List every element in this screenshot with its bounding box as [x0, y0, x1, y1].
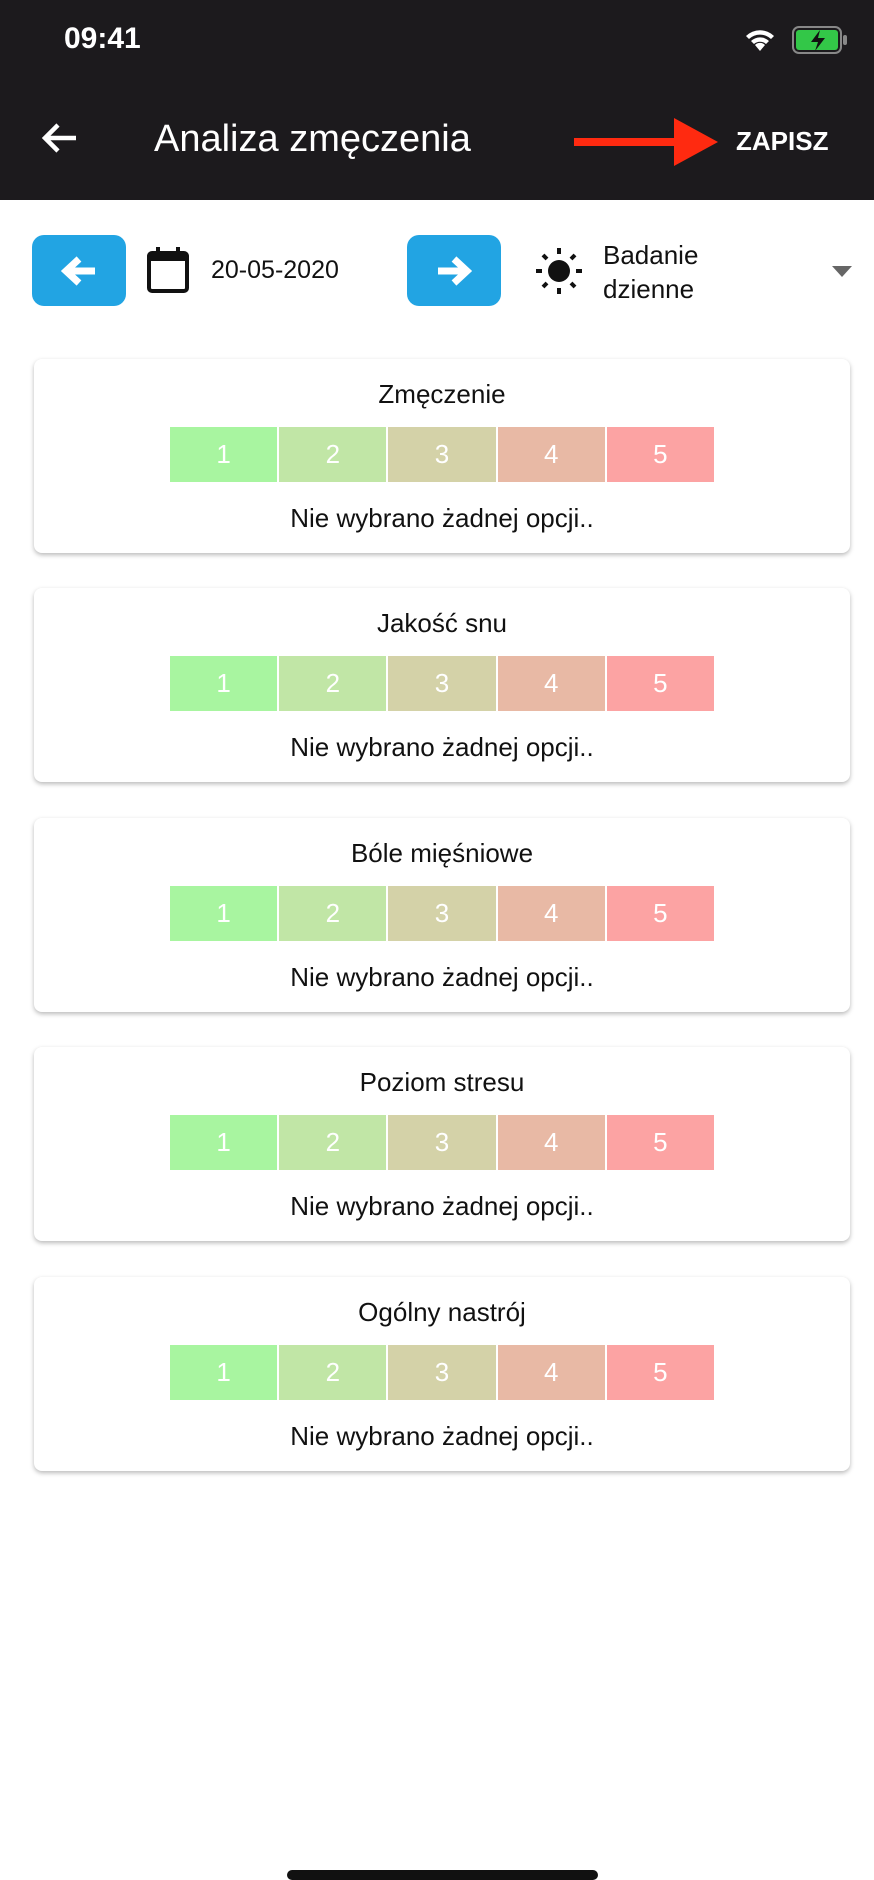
back-arrow-icon[interactable]	[40, 118, 80, 158]
selection-status: Nie wybrano żadnej opcji..	[290, 962, 594, 992]
rating-option-3[interactable]: 3	[388, 427, 496, 482]
previous-day-button[interactable]	[32, 235, 126, 306]
rating-option-2[interactable]: 2	[279, 886, 387, 941]
rating-option-1[interactable]: 1	[170, 427, 278, 482]
selection-status: Nie wybrano żadnej opcji..	[290, 503, 594, 533]
survey-type-line2: dzienne	[603, 274, 695, 304]
arrow-right-icon	[438, 255, 472, 286]
rating-option-2[interactable]: 2	[279, 1345, 387, 1400]
selection-status: Nie wybrano żadnej opcji..	[290, 1421, 594, 1451]
rating-option-1[interactable]: 1	[170, 1115, 278, 1170]
arrow-left-icon	[61, 255, 95, 286]
selected-date[interactable]: 20-05-2020	[211, 256, 339, 284]
battery-charging-icon	[792, 26, 847, 54]
wifi-icon	[746, 30, 774, 51]
save-button[interactable]: ZAPISZ	[736, 126, 829, 156]
rating-option-4[interactable]: 4	[497, 427, 605, 482]
card-title: Jakość snu	[376, 608, 508, 638]
calendar-icon[interactable]	[146, 246, 190, 294]
next-day-button[interactable]	[407, 235, 501, 306]
rating-option-3[interactable]: 3	[388, 886, 496, 941]
selection-status: Nie wybrano żadnej opcji..	[290, 1191, 594, 1221]
card-title: Zmęczenie	[378, 379, 506, 409]
rating-option-1[interactable]: 1	[170, 1345, 278, 1400]
rating-option-3[interactable]: 3	[388, 1115, 496, 1170]
rating-option-2[interactable]: 2	[279, 1115, 387, 1170]
rating-option-5[interactable]: 5	[606, 1115, 715, 1170]
status-time: 09:41	[64, 22, 141, 55]
rating-option-4[interactable]: 4	[497, 1345, 605, 1400]
selection-status: Nie wybrano żadnej opcji..	[290, 732, 594, 762]
page-title: Analiza zmęczenia	[154, 118, 471, 160]
rating-option-2[interactable]: 2	[279, 427, 387, 482]
rating-option-1[interactable]: 1	[170, 656, 278, 711]
rating-option-3[interactable]: 3	[388, 656, 496, 711]
rating-option-2[interactable]: 2	[279, 656, 387, 711]
rating-option-3[interactable]: 3	[388, 1345, 496, 1400]
card-title: Bóle mięśniowe	[350, 838, 534, 868]
sun-icon	[536, 248, 582, 294]
annotation-arrow-icon	[574, 118, 718, 166]
survey-type-select[interactable]: Badanie dzienne	[603, 238, 698, 306]
rating-option-5[interactable]: 5	[606, 656, 715, 711]
rating-option-5[interactable]: 5	[606, 427, 715, 482]
card-title: Ogólny nastrój	[358, 1297, 526, 1327]
card-title: Poziom stresu	[359, 1067, 525, 1097]
rating-option-5[interactable]: 5	[606, 1345, 715, 1400]
rating-option-5[interactable]: 5	[606, 886, 715, 941]
rating-option-4[interactable]: 4	[497, 1115, 605, 1170]
rating-option-4[interactable]: 4	[497, 886, 605, 941]
app-bar: 09:41 Analiza zmęczenia ZAPISZ	[0, 0, 874, 200]
rating-option-4[interactable]: 4	[497, 656, 605, 711]
dropdown-caret-icon[interactable]	[832, 266, 852, 277]
home-indicator	[287, 1870, 598, 1880]
rating-option-1[interactable]: 1	[170, 886, 278, 941]
survey-type-line1: Badanie	[603, 240, 699, 270]
